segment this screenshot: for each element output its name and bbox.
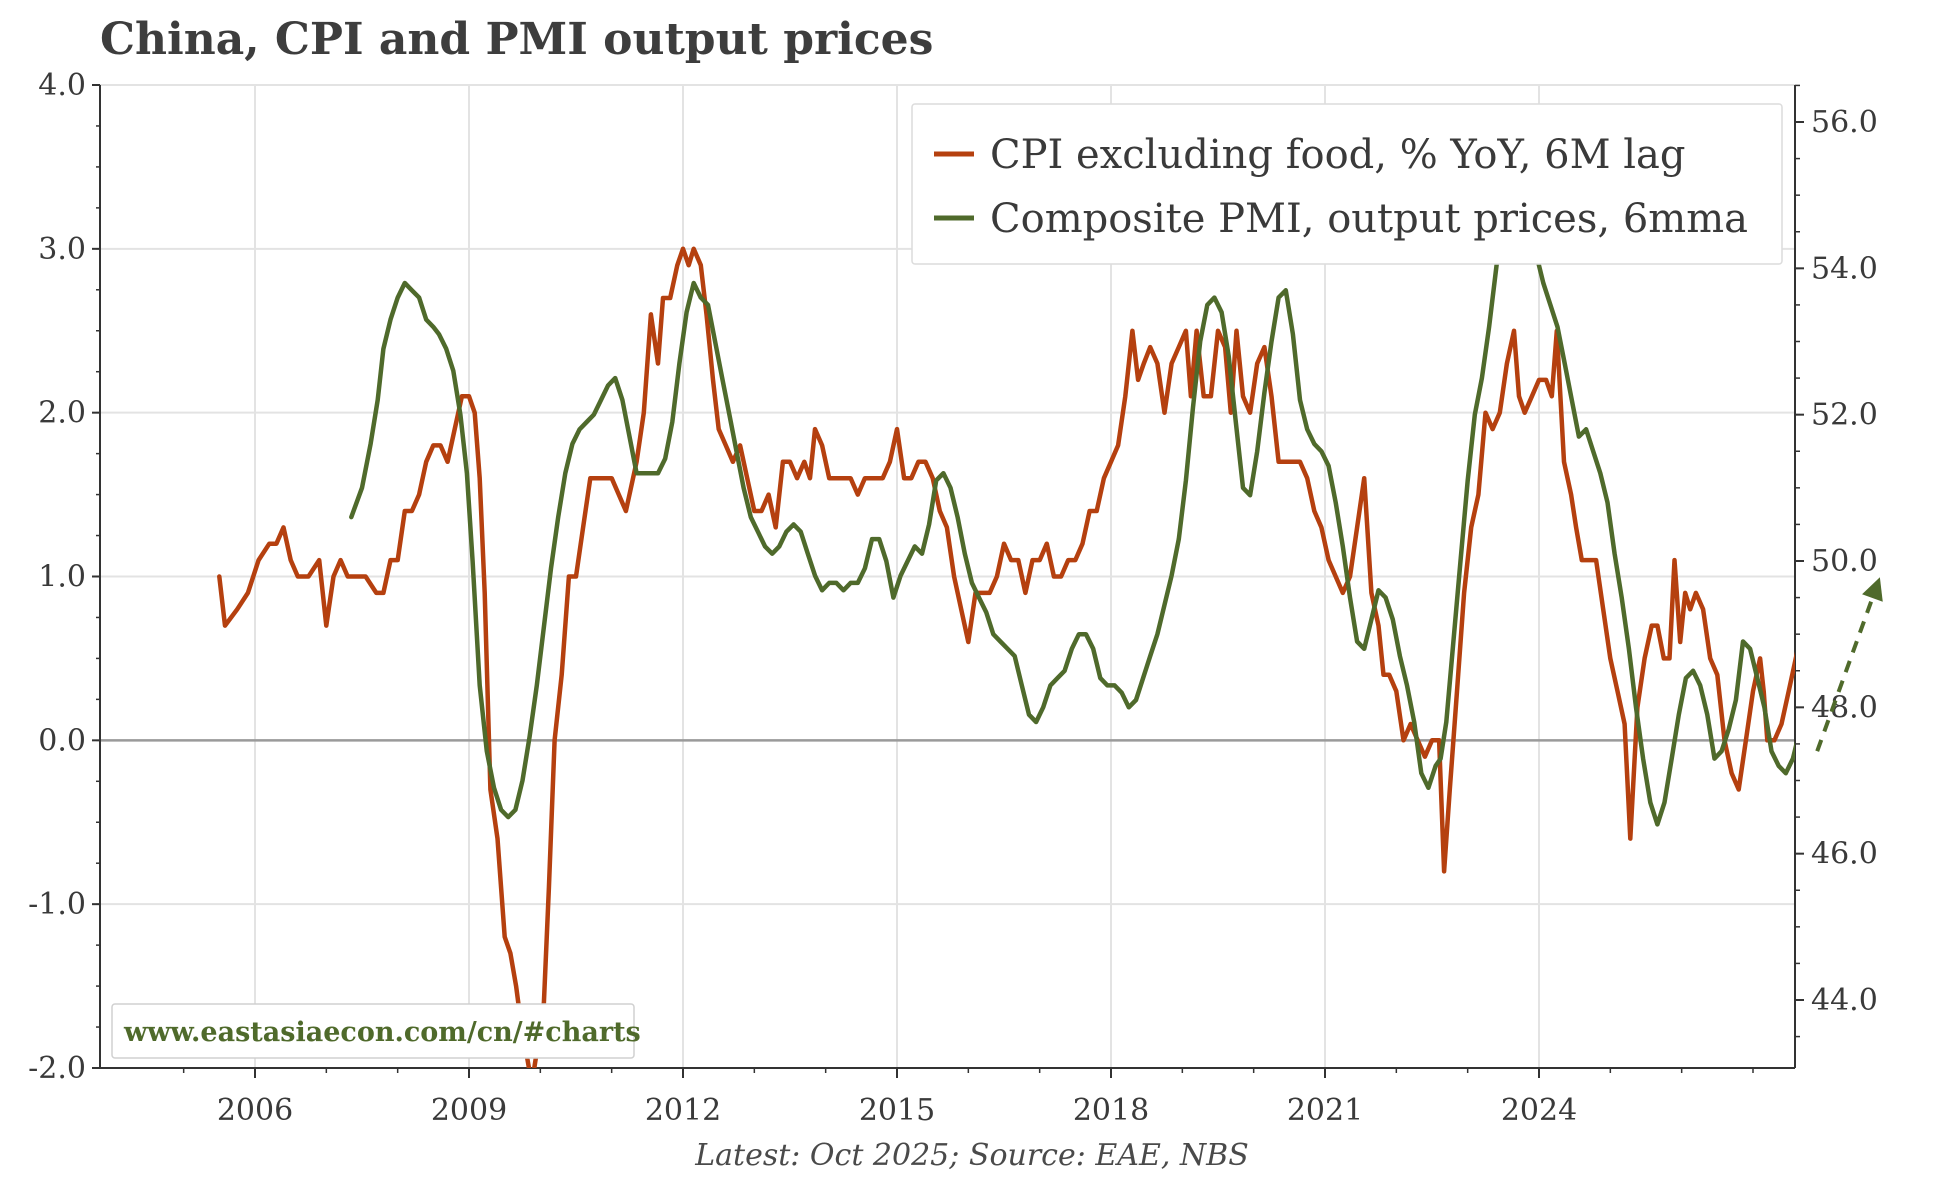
trend-arrow-head (1862, 577, 1883, 602)
y-left-tick-label: 2.0 (38, 396, 86, 431)
x-tick-label: 2024 (1501, 1093, 1577, 1128)
x-tick-label: 2006 (217, 1093, 293, 1128)
series-layer (217, 163, 1795, 1068)
trend-arrow-line (1815, 582, 1880, 752)
y-left-tick-label: 0.0 (38, 723, 86, 758)
x-tick-label: 2009 (431, 1093, 507, 1128)
watermark-text: www.eastasiaecon.com/cn/#charts (123, 1017, 641, 1048)
y-left-tick-label: 1.0 (38, 560, 86, 595)
watermark-frame (111, 1003, 635, 1059)
watermark-box: www.eastasiaecon.com/cn/#charts (111, 1003, 641, 1059)
y-right-tick-label: 48.0 (1811, 690, 1878, 725)
annotation-layer (1815, 577, 1883, 752)
y-left-tick-label: -2.0 (28, 1051, 86, 1086)
x-tick-label: 2021 (1287, 1093, 1363, 1128)
pmi-series-line (349, 163, 1795, 827)
y-right-tick-label: 44.0 (1811, 983, 1878, 1018)
x-tick-label: 2015 (859, 1093, 935, 1128)
x-tick-label: 2018 (1073, 1093, 1149, 1128)
chart-footer: Latest: Oct 2025; Source: EAE, NBS (695, 1138, 1249, 1173)
chart-title: China, CPI and PMI output prices (100, 14, 934, 65)
legend-label-pmi: Composite PMI, output prices, 6mma (990, 196, 1748, 242)
legend-box (911, 103, 1783, 265)
y-right-tick-label: 50.0 (1811, 544, 1878, 579)
y-left-tick-label: 3.0 (38, 232, 86, 267)
y-right-tick-label: 56.0 (1811, 105, 1878, 140)
cpi-series-line (217, 246, 1795, 1068)
y-right-tick-label: 54.0 (1811, 251, 1878, 286)
y-left-tick-label: 4.0 (38, 68, 86, 103)
legend-label-cpi: CPI excluding food, % YoY, 6M lag (990, 132, 1686, 178)
x-tick-label: 2012 (645, 1093, 721, 1128)
y-right-tick-label: 46.0 (1811, 837, 1878, 872)
legend: CPI excluding food, % YoY, 6M lag Composi… (911, 103, 1783, 265)
y-left-tick-label: -1.0 (28, 887, 86, 922)
y-right-tick-label: 52.0 (1811, 398, 1878, 433)
axis-layer: -2.0 -1.0 0.0 1.0 2.0 3.0 4.0 44.0 46.0 48.0 50.0 5… (28, 68, 1878, 1128)
